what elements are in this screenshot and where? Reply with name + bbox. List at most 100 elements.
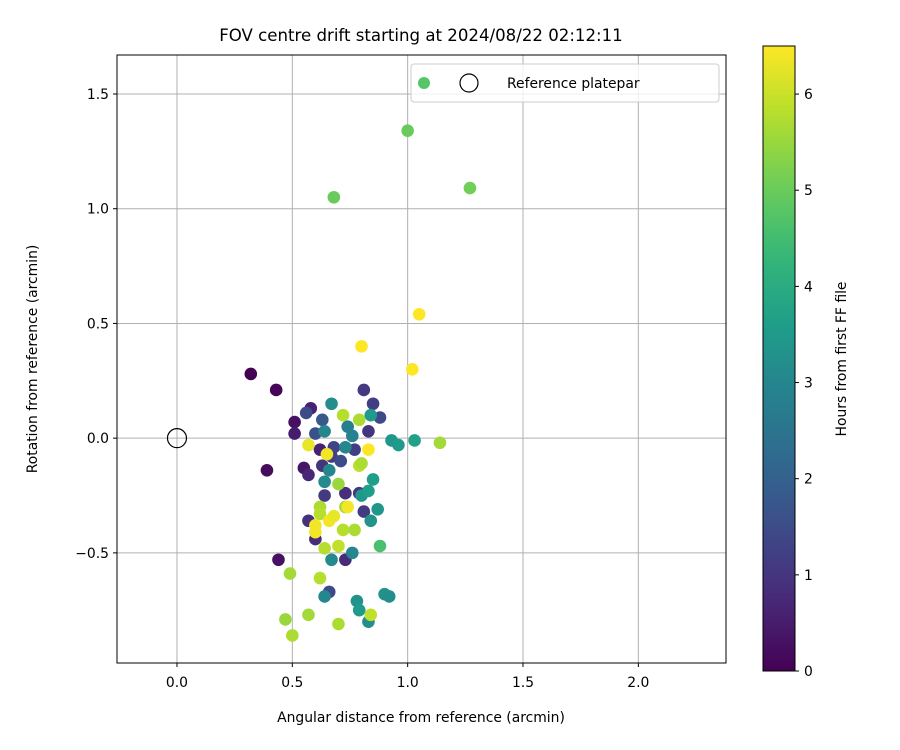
x-axis-ticks: 0.0 0.5 1.0 1.5 2.0 — [166, 663, 649, 691]
scatter-point — [357, 383, 371, 397]
scatter-point — [366, 397, 380, 411]
colorbar-ticks: 0 1 2 3 4 5 6 — [795, 87, 813, 680]
scatter-point — [320, 447, 334, 461]
scatter-point — [318, 590, 331, 603]
scatter-point — [313, 507, 327, 521]
scatter-point — [412, 307, 426, 321]
scatter-point — [366, 473, 380, 486]
scatter-point — [371, 502, 384, 516]
legend-marker-series — [418, 77, 430, 89]
y-tick-label: 1.0 — [87, 202, 109, 218]
scatter-point — [463, 181, 477, 195]
colorbar-frame — [762, 45, 796, 672]
grid-lines — [117, 55, 726, 663]
x-tick-label: 0.0 — [166, 675, 188, 691]
scatter-point — [325, 553, 338, 567]
chart-title: FOV centre drift starting at 2024/08/22 … — [219, 26, 623, 45]
data-points — [166, 124, 477, 642]
scatter-point — [318, 489, 331, 502]
scatter-point — [302, 608, 315, 622]
x-tick-label: 1.0 — [397, 675, 419, 691]
scatter-point — [299, 406, 313, 420]
y-tick-label: −0.5 — [75, 546, 109, 562]
scatter-point — [364, 514, 378, 528]
scatter-point — [355, 340, 368, 353]
colorbar-tick-label: 6 — [804, 87, 813, 103]
x-tick-label: 0.5 — [281, 675, 303, 691]
scatter-point — [318, 475, 331, 489]
scatter-point — [408, 434, 421, 447]
scatter-point — [362, 424, 375, 438]
scatter-point — [318, 424, 331, 438]
scatter-point — [392, 438, 405, 452]
scatter-point — [336, 523, 350, 537]
scatter-point — [279, 613, 292, 626]
scatter-point — [336, 408, 350, 422]
scatter-point — [348, 523, 361, 537]
scatter-point — [362, 484, 375, 498]
scatter-point — [373, 539, 387, 553]
colorbar-tick-label: 5 — [804, 183, 813, 199]
y-tick-label: 1.5 — [87, 87, 109, 103]
scatter-point — [332, 477, 345, 491]
scatter-point — [339, 441, 352, 454]
scatter-point — [302, 468, 315, 482]
legend-box — [410, 63, 720, 103]
scatter-point — [339, 486, 352, 500]
scatter-point — [272, 553, 285, 567]
colorbar-tick-label: 4 — [804, 279, 813, 295]
legend-label-reference: Reference platepar — [507, 76, 640, 92]
scatter-point — [332, 539, 345, 553]
scatter-point — [318, 541, 331, 555]
scatter-point — [334, 454, 348, 468]
scatter-point — [345, 429, 359, 443]
scatter-point — [362, 443, 375, 456]
scatter-point — [302, 438, 315, 452]
x-tick-label: 2.0 — [627, 675, 649, 691]
scatter-point — [364, 608, 378, 622]
scatter-point — [313, 571, 327, 585]
y-axis-ticks: −0.5 0.0 0.5 1.0 1.5 — [75, 87, 117, 562]
y-axis-label: Rotation from reference (arcmin) — [25, 245, 41, 474]
scatter-point — [352, 603, 366, 617]
y-tick-label: 0.5 — [87, 316, 109, 332]
legend-marker-reference — [459, 73, 479, 93]
scatter-point — [327, 190, 341, 204]
scatter-point — [309, 525, 322, 539]
scatter-point — [405, 363, 419, 376]
scatter-point — [433, 436, 447, 450]
scatter-point — [327, 509, 341, 523]
scatter-point — [269, 383, 283, 397]
scatter-point — [316, 413, 329, 427]
colorbar — [763, 46, 795, 671]
x-tick-label: 1.5 — [512, 675, 534, 691]
plot-frame — [116, 54, 727, 664]
scatter-point — [322, 463, 336, 477]
scatter-point — [288, 427, 301, 440]
legend: Reference platepar — [410, 63, 720, 103]
x-axis-label: Angular distance from reference (arcmin) — [277, 710, 565, 726]
y-tick-label: 0.0 — [87, 431, 109, 447]
scatter-point — [382, 590, 396, 603]
scatter-point — [341, 500, 354, 514]
scatter-point — [283, 567, 297, 580]
scatter-point — [355, 457, 368, 470]
colorbar-tick-label: 3 — [804, 376, 813, 392]
colorbar-tick-label: 2 — [804, 472, 813, 488]
scatter-point — [345, 546, 359, 560]
scatter-point — [352, 413, 366, 427]
scatter-point — [357, 505, 371, 518]
colorbar-tick-label: 0 — [804, 664, 813, 680]
scatter-point — [325, 397, 338, 411]
scatter-point — [288, 415, 301, 429]
scatter-point — [364, 408, 378, 422]
colorbar-label: Hours from first FF file — [834, 282, 850, 437]
scatter-point — [401, 124, 414, 138]
scatter-point — [260, 463, 274, 477]
colorbar-tick-label: 1 — [804, 568, 813, 584]
scatter-point — [332, 617, 345, 631]
reference-point — [166, 428, 188, 449]
scatter-point — [244, 367, 258, 381]
scatter-point — [286, 629, 299, 642]
